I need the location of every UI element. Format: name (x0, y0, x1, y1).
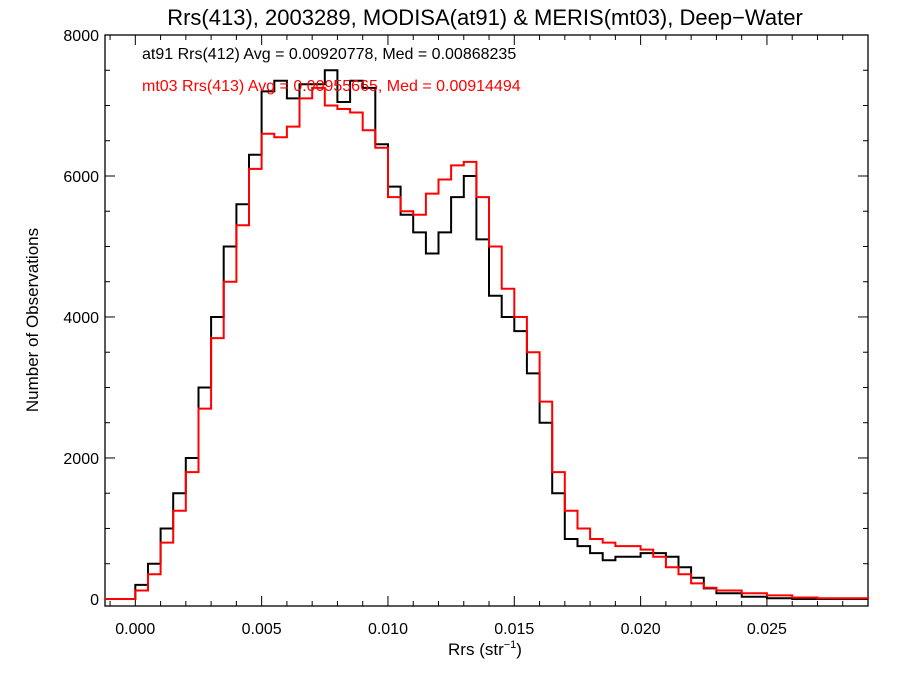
x-tick-labels: 0.000 0.005 0.010 0.015 0.020 0.025 (115, 621, 787, 638)
y-tick-label: 2000 (63, 451, 99, 468)
y-tick-label: 0 (90, 592, 99, 609)
y-tick-label: 8000 (63, 28, 99, 45)
x-tick-label: 0.015 (494, 621, 534, 638)
y-tick-labels: 0 2000 4000 6000 8000 (63, 28, 99, 609)
series-at91-line (105, 69, 868, 600)
x-tick-label: 0.020 (621, 621, 661, 638)
x-tick-label: 0.005 (242, 621, 282, 638)
x-axis-label-close: ) (516, 640, 522, 659)
chart-title: Rrs(413), 2003289, MODISA(at91) & MERIS(… (167, 5, 803, 30)
x-axis-label-main: Rrs (str (448, 640, 504, 659)
x-axis-label: Rrs (str−1) (448, 639, 522, 659)
y-tick-label: 4000 (63, 310, 99, 327)
series-layer (105, 69, 869, 600)
series-mt03-line (105, 86, 869, 600)
legend-entry-black: at91 Rrs(412) Avg = 0.00920778, Med = 0.… (142, 46, 516, 63)
x-tick-label: 0.010 (368, 621, 408, 638)
y-axis-label: Number of Observations (23, 228, 42, 412)
x-axis-label-superscript: −1 (504, 639, 517, 651)
x-tick-label: 0.000 (115, 621, 155, 638)
legend-entry-red: mt03 Rrs(413) Avg = 0.00955665, Med = 0.… (142, 78, 521, 95)
y-tick-label: 6000 (63, 169, 99, 186)
plot-frame (104, 34, 869, 607)
x-tick-label: 0.025 (747, 621, 787, 638)
axis-ticks (105, 34, 869, 606)
